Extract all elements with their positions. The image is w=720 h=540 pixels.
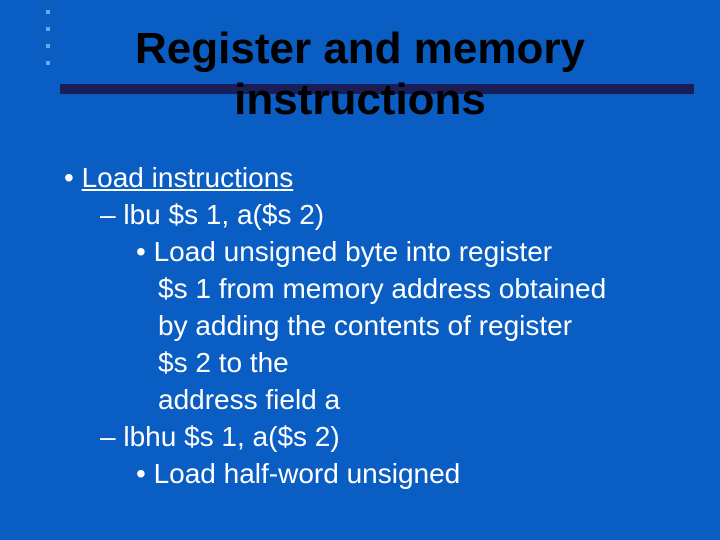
bullet-level3-item2-l1: Load half-word unsigned <box>136 456 690 493</box>
bullet-level3-item1-l5: address field a <box>158 382 690 419</box>
title-line-2: instructions <box>234 75 486 124</box>
bullet-level2-item2: lbhu $s 1, a($s 2) <box>100 419 690 456</box>
lvl1-heading: Load instructions <box>82 162 294 193</box>
bullet-level3-item1-l3: by adding the contents of register <box>158 308 690 345</box>
bullet-level3-item1-l2: $s 1 from memory address obtained <box>158 271 690 308</box>
bullet-level1: Load instructions <box>64 160 690 197</box>
slide-body: Load instructions lbu $s 1, a($s 2) Load… <box>64 160 690 493</box>
bullet-level3-item1-l1: Load unsigned byte into register <box>136 234 690 271</box>
slide-title: Register and memory instructions <box>0 24 720 125</box>
bullet-level2-item1: lbu $s 1, a($s 2) <box>100 197 690 234</box>
title-line-1: Register and memory <box>135 24 585 73</box>
bullet-level3-item1-l4: $s 2 to the <box>158 345 690 382</box>
